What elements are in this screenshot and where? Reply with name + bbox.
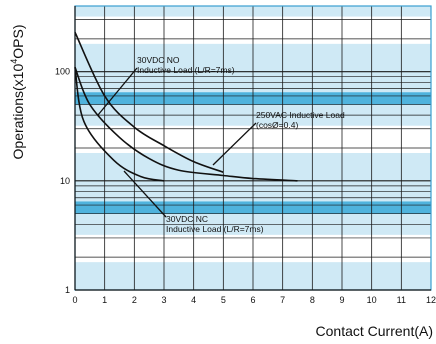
x-tick-label: 6 <box>250 295 255 305</box>
y-tick-labels: 1 10 100 <box>55 67 70 295</box>
x-axis-title: Contact Current(A) <box>316 323 433 339</box>
annotation-leader-dc-nc <box>123 170 167 218</box>
y-axis-title-tail: OPS) <box>10 25 26 59</box>
annotation-text-dc-nc: 30VDC NC <box>166 214 208 224</box>
x-tick-label: 7 <box>280 295 285 305</box>
annotation-leaders <box>97 67 257 218</box>
grid-lines <box>74 5 432 291</box>
series-line-dc-no <box>74 31 224 173</box>
annotation-leader-ac <box>212 122 257 166</box>
series-line-ac <box>74 66 298 182</box>
annotation-text-ac: (cosØ=0.4) <box>256 120 298 130</box>
x-tick-label: 10 <box>367 295 377 305</box>
annotation-text-dc-nc: Inductive Load (L/R=7ms) <box>166 224 264 234</box>
x-tick-label: 8 <box>310 295 315 305</box>
axes <box>74 5 432 291</box>
series-line-dc-nc <box>74 67 165 182</box>
annotation-text-dc-no: Inductive Load (L/R=7ms) <box>137 65 235 75</box>
x-tick-label: 1 <box>102 295 107 305</box>
y-axis-title-exponent: 4 <box>9 59 19 64</box>
x-tick-label: 3 <box>161 295 166 305</box>
x-tick-label: 11 <box>397 295 406 305</box>
annotation-text-dc-no: 30VDC NO <box>137 55 180 65</box>
x-tick-label: 9 <box>339 295 344 305</box>
x-tick-label: 2 <box>132 295 137 305</box>
y-tick-label: 100 <box>55 67 70 77</box>
x-tick-label: 12 <box>426 295 436 305</box>
y-tick-label: 10 <box>60 176 70 186</box>
annotation-leader-dc-no <box>97 67 138 116</box>
x-tick-label: 0 <box>72 295 77 305</box>
x-tick-labels: 0 1 2 3 4 5 6 7 8 9 10 11 12 <box>72 295 436 305</box>
y-tick-label: 1 <box>65 285 70 295</box>
y-axis-title-main: Operations(x10 <box>10 64 26 160</box>
x-tick-label: 4 <box>191 295 196 305</box>
x-tick-label: 5 <box>221 295 226 305</box>
y-axis-title: Operations(x104OPS) <box>9 25 26 160</box>
series-lines <box>74 31 298 182</box>
annotation-text-ac: 250VAC Inductive Load <box>256 110 345 120</box>
